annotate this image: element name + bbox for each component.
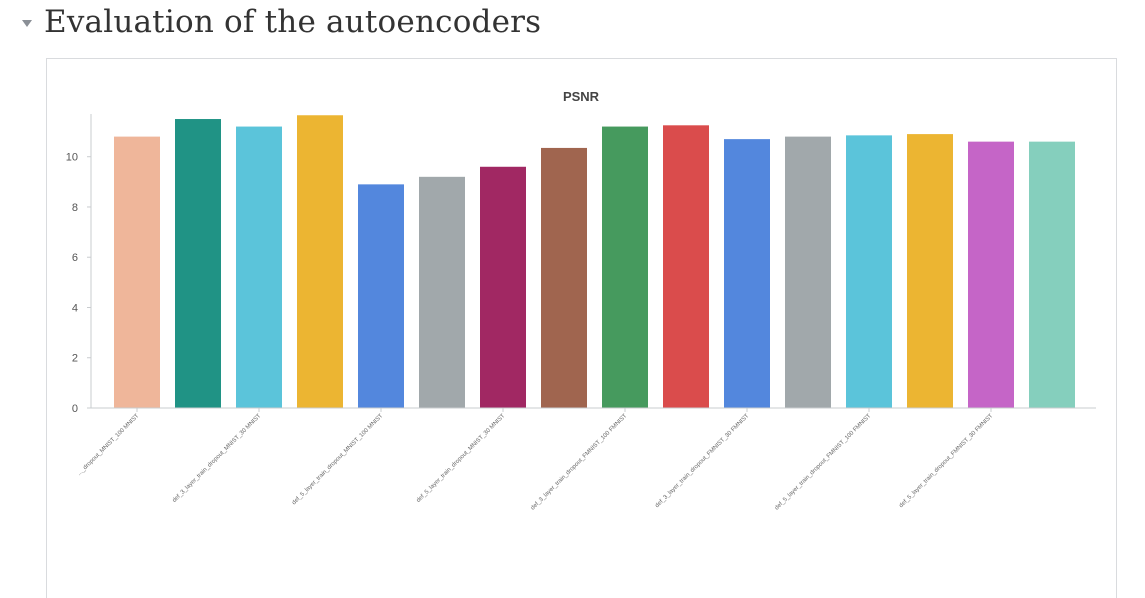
y-tick-label: 2 bbox=[72, 353, 78, 365]
bar[interactable] bbox=[297, 115, 343, 408]
y-tick-label: 10 bbox=[66, 152, 78, 164]
x-tick-label: def_3_layer_train_dropout_FMNIST_30 FMNI… bbox=[654, 413, 750, 509]
bar[interactable] bbox=[602, 126, 648, 409]
collapse-caret-icon[interactable] bbox=[22, 19, 32, 27]
bar[interactable] bbox=[968, 141, 1014, 408]
bar[interactable] bbox=[663, 125, 709, 409]
x-tick-label: def_5_layer_train_dropout_FMNIST_100 FMN… bbox=[774, 413, 873, 512]
bar[interactable] bbox=[785, 136, 831, 408]
y-tick-label: 6 bbox=[72, 252, 78, 264]
section-title: Evaluation of the autoencoders bbox=[44, 4, 542, 40]
bars bbox=[114, 115, 1075, 409]
chart-title: PSNR bbox=[563, 89, 600, 104]
x-tick-label: def_3_layer_train_dropout_MNIST_30 MNIST bbox=[172, 413, 263, 504]
x-tick-label: def_5_layer_train_dropout_MNIST_100 MNIS… bbox=[291, 413, 384, 506]
x-tick-label: ..._dropout_MNIST_100 MNIST bbox=[77, 413, 141, 477]
bar[interactable] bbox=[724, 139, 770, 408]
x-tick-label: def_5_layer_train_dropout_FMNIST_30 FMNI… bbox=[898, 413, 994, 509]
bar[interactable] bbox=[846, 135, 892, 408]
x-tick-label: def_3_layer_train_dropout_FMNIST_100 FMN… bbox=[530, 413, 629, 512]
y-tick-label: 0 bbox=[72, 403, 78, 415]
x-axis: ..._dropout_MNIST_100 MNIST def_3_layer_t… bbox=[77, 407, 1096, 512]
bar[interactable] bbox=[236, 126, 282, 409]
bar[interactable] bbox=[1029, 141, 1075, 408]
bar[interactable] bbox=[907, 134, 953, 408]
x-tick-label: def_5_layer_train_dropout_MNIST_30 MNIST bbox=[416, 413, 507, 504]
y-tick-label: 8 bbox=[72, 202, 78, 214]
section-header: Evaluation of the autoencoders bbox=[22, 0, 541, 44]
y-axis: 0 2 4 6 8 10 bbox=[66, 114, 92, 415]
bar[interactable] bbox=[480, 166, 526, 408]
bar[interactable] bbox=[419, 176, 465, 408]
chart-panel: PSNR 0 2 4 6 8 10 ..._dropout_MNIST_100 MNIST… bbox=[46, 58, 1117, 598]
bar[interactable] bbox=[175, 119, 221, 409]
psnr-bar-chart: PSNR 0 2 4 6 8 10 ..._dropout_MNIST_100 MNIST… bbox=[66, 89, 1096, 512]
bar[interactable] bbox=[541, 147, 587, 408]
bar[interactable] bbox=[358, 184, 404, 408]
bar[interactable] bbox=[114, 136, 160, 408]
y-tick-label: 4 bbox=[72, 302, 78, 314]
